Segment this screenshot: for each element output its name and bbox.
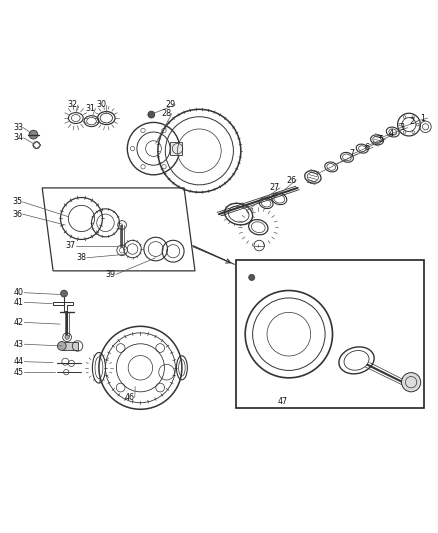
Text: 1: 1 [420,114,425,123]
Circle shape [402,373,421,392]
Circle shape [60,290,67,297]
Text: 36: 36 [12,209,22,219]
Text: 41: 41 [14,298,24,307]
Text: 37: 37 [66,241,76,250]
Text: 6: 6 [365,143,370,152]
Text: 35: 35 [12,197,22,206]
Bar [62,342,78,350]
Text: 5: 5 [378,134,383,143]
Text: 30: 30 [96,100,106,109]
Text: 4: 4 [389,129,394,138]
Text: 39: 39 [106,270,116,279]
Text: 43: 43 [14,340,24,349]
Circle shape [148,111,155,118]
Text: 34: 34 [13,133,23,142]
Circle shape [65,335,69,340]
Text: 38: 38 [77,253,86,262]
Bar [170,142,182,155]
Text: 7: 7 [350,149,355,158]
Bar [237,260,424,408]
Text: 46: 46 [124,393,134,402]
Text: 27: 27 [270,183,280,192]
Circle shape [249,274,255,280]
Text: 42: 42 [14,318,24,327]
Circle shape [57,342,66,350]
Text: 29: 29 [165,100,175,109]
Circle shape [29,130,38,139]
Text: 3: 3 [400,123,405,132]
Text: 28: 28 [162,109,172,118]
Text: 32: 32 [68,100,78,109]
Text: 33: 33 [13,123,23,132]
Text: 45: 45 [14,368,24,377]
Text: 44: 44 [14,357,24,366]
Text: 26: 26 [286,175,296,184]
Text: 31: 31 [85,104,95,113]
Text: 40: 40 [14,288,24,297]
Text: 2: 2 [410,117,415,126]
Text: 47: 47 [277,397,287,406]
